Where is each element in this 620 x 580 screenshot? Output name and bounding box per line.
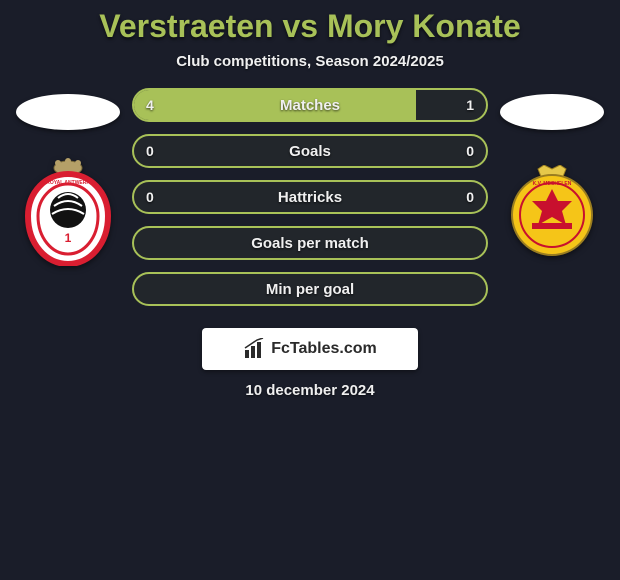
stat-label: Goals	[134, 143, 486, 160]
comparison-panel: 1 ROYAL ANTWERP 4Matches10Goals00Hattric…	[0, 88, 620, 318]
left-club-logo: 1 ROYAL ANTWERP	[18, 156, 118, 266]
svg-text:K.V. MECHELEN: K.V. MECHELEN	[533, 181, 572, 187]
left-player-avatar	[16, 94, 120, 130]
stat-label: Goals per match	[134, 235, 486, 252]
right-club-logo: K.V. MECHELEN	[502, 156, 602, 266]
stat-row-min-per-goal: Min per goal	[132, 272, 488, 306]
page-title: Verstraeten vs Mory Konate	[0, 0, 620, 45]
right-side: K.V. MECHELEN	[492, 88, 612, 318]
subtitle: Club competitions, Season 2024/2025	[0, 53, 620, 70]
footer-brand[interactable]: FcTables.com	[202, 328, 418, 370]
footer-brand-text: FcTables.com	[271, 340, 377, 358]
mechelen-logo-icon: K.V. MECHELEN	[502, 165, 602, 257]
svg-text:1: 1	[65, 231, 72, 245]
stats-column: 4Matches10Goals00Hattricks0Goals per mat…	[128, 88, 492, 318]
stat-row-hattricks: 0Hattricks0	[132, 180, 488, 214]
stat-label: Matches	[134, 97, 486, 114]
stat-row-goals: 0Goals0	[132, 134, 488, 168]
bar-chart-icon	[243, 338, 265, 360]
svg-text:ROYAL ANTWERP: ROYAL ANTWERP	[46, 180, 90, 186]
antwerp-logo-icon: 1 ROYAL ANTWERP	[18, 156, 118, 266]
stat-right-value: 0	[466, 143, 474, 159]
right-player-avatar	[500, 94, 604, 130]
stat-row-matches: 4Matches1	[132, 88, 488, 122]
stat-label: Hattricks	[134, 189, 486, 206]
left-side: 1 ROYAL ANTWERP	[8, 88, 128, 318]
stat-label: Min per goal	[134, 281, 486, 298]
date-text: 10 december 2024	[0, 382, 620, 399]
stat-row-goals-per-match: Goals per match	[132, 226, 488, 260]
stat-right-value: 0	[466, 189, 474, 205]
stat-right-value: 1	[466, 97, 474, 113]
